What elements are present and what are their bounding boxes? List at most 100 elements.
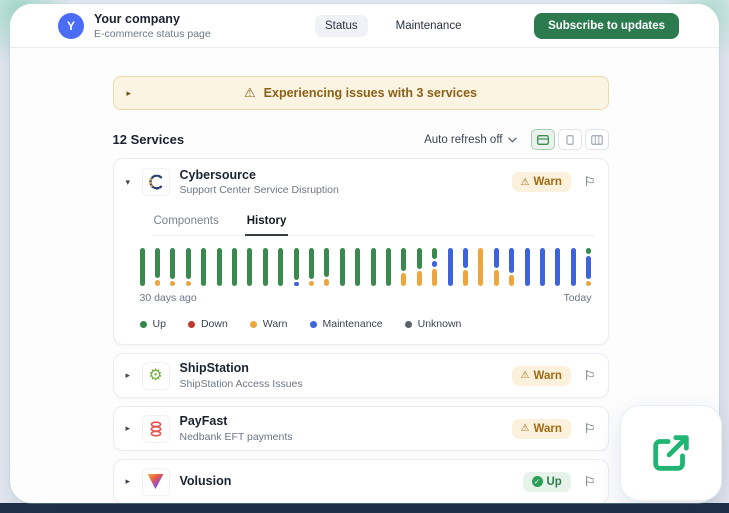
status-badge: ⚠ Warn <box>511 365 571 386</box>
history-day-bar[interactable] <box>401 248 407 286</box>
history-day-bar[interactable] <box>247 248 253 286</box>
check-circle-icon: ✓ <box>531 476 543 487</box>
page-background-strip <box>0 503 729 513</box>
chevron-down-icon <box>507 137 517 142</box>
history-day-bar[interactable] <box>570 248 576 286</box>
history-segment-up <box>308 248 314 280</box>
service-card-cybersource: ▾ Cybersource Support Center Service Dis… <box>112 158 609 345</box>
subscribe-button[interactable]: Subscribe to updates <box>534 12 679 39</box>
tab-maintenance[interactable]: Maintenance <box>395 20 462 32</box>
history-day-bar[interactable] <box>355 248 361 286</box>
tab-status[interactable]: Status <box>315 15 368 37</box>
legend-item-warn: Warn <box>249 318 288 330</box>
history-segment-up <box>432 248 438 260</box>
service-card-payfast: ▸ PayFast Nedbank EFT payments <box>112 406 609 451</box>
service-row-cybersource[interactable]: ▾ Cybersource Support Center Service Dis… <box>114 159 608 205</box>
legend-label: Maintenance <box>322 318 383 330</box>
history-day-bar[interactable] <box>139 248 145 286</box>
history-day-bar[interactable] <box>493 248 499 286</box>
legend-dot-icon <box>139 320 147 328</box>
history-day-bar[interactable] <box>509 248 515 286</box>
history-day-bar[interactable] <box>555 248 561 286</box>
history-segment-warn <box>509 274 515 286</box>
history-day-bar[interactable] <box>416 248 422 286</box>
tab-history[interactable]: History <box>244 209 289 236</box>
banner-collapse-caret-icon[interactable]: ▸ <box>126 87 132 98</box>
status-page-window: Y Your company E-commerce status page St… <box>10 4 719 503</box>
collapse-caret-icon[interactable]: ▸ <box>125 423 131 433</box>
expand-caret-icon[interactable]: ▾ <box>125 176 131 187</box>
axis-start-label: 30 days ago <box>139 292 197 304</box>
legend-item-unknown: Unknown <box>404 318 461 330</box>
open-status-page-button[interactable] <box>620 405 722 501</box>
status-badge: ✓ Up <box>522 471 571 492</box>
report-flag-icon[interactable]: ⚐ <box>583 473 596 489</box>
history-segment-up <box>416 248 422 269</box>
history-day-bar[interactable] <box>154 248 160 286</box>
report-flag-icon[interactable]: ⚐ <box>583 420 596 436</box>
history-segment-up <box>293 248 299 281</box>
history-segment-maintenance <box>524 248 530 286</box>
history-day-bar[interactable] <box>308 248 314 286</box>
history-day-bar[interactable] <box>170 248 176 286</box>
card-view-icon <box>565 134 574 145</box>
company-block: Your company E-commerce status page <box>94 12 211 40</box>
history-day-bar[interactable] <box>185 248 191 286</box>
legend-item-down: Down <box>187 318 228 330</box>
history-day-bar[interactable] <box>231 248 237 286</box>
legend-label: Warn <box>262 318 288 330</box>
history-day-bar[interactable] <box>370 248 376 286</box>
collapse-caret-icon[interactable]: ▸ <box>125 370 131 380</box>
history-day-bar[interactable] <box>339 248 345 286</box>
history-day-bar[interactable] <box>586 248 592 286</box>
history-day-bar[interactable] <box>278 248 284 286</box>
history-day-bar[interactable] <box>201 248 207 286</box>
history-segment-maintenance <box>509 248 515 273</box>
history-segment-up <box>386 248 391 286</box>
collapse-caret-icon[interactable]: ▸ <box>125 476 131 486</box>
history-day-bar[interactable] <box>293 248 299 286</box>
report-flag-icon[interactable]: ⚐ <box>583 174 596 189</box>
table-view-toggle[interactable] <box>584 129 609 150</box>
service-row-shipstation[interactable]: ▸ ⚙ ShipStation ShipStation Access Issue… <box>114 354 608 397</box>
service-description: ShipStation Access Issues <box>179 377 303 390</box>
history-day-bar[interactable] <box>478 248 484 286</box>
card-view-toggle[interactable] <box>557 129 582 150</box>
history-segment-maintenance <box>432 261 438 268</box>
history-segment-warn <box>401 272 407 286</box>
report-flag-icon[interactable]: ⚐ <box>583 367 596 383</box>
legend-label: Down <box>200 318 228 330</box>
list-view-toggle[interactable] <box>530 129 555 150</box>
tab-components[interactable]: Components <box>153 215 219 227</box>
auto-refresh-dropdown[interactable]: Auto refresh off <box>424 134 517 146</box>
history-segment-warn <box>416 270 422 286</box>
history-day-bar[interactable] <box>540 248 546 286</box>
history-day-bar[interactable] <box>432 248 438 286</box>
service-name: PayFast <box>179 414 228 429</box>
history-segment-up <box>339 248 345 286</box>
history-day-bar[interactable] <box>386 248 391 286</box>
history-segment-up <box>262 248 268 286</box>
history-day-bar[interactable] <box>324 248 330 286</box>
history-day-bar[interactable] <box>216 248 222 286</box>
history-segment-up <box>401 248 407 271</box>
warning-triangle-icon: ⚠ <box>244 85 256 100</box>
service-card-shipstation: ▸ ⚙ ShipStation ShipStation Access Issue… <box>112 353 609 398</box>
warning-triangle-icon: ⚠ <box>520 423 530 434</box>
service-name: ShipStation <box>179 361 249 376</box>
history-segment-maintenance <box>493 248 499 268</box>
issues-banner[interactable]: ▸ ⚠ Experiencing issues with 3 services <box>112 76 609 110</box>
payfast-coins-icon <box>150 420 161 437</box>
service-row-payfast[interactable]: ▸ PayFast Nedbank EFT payments <box>114 407 608 450</box>
history-segment-warn <box>493 269 499 286</box>
history-day-bar[interactable] <box>447 248 453 286</box>
header-tabs: Status Maintenance <box>315 4 471 48</box>
history-day-bar[interactable] <box>463 248 469 286</box>
history-segment-warn <box>478 248 484 286</box>
history-segment-maintenance <box>463 248 469 268</box>
history-segment-maintenance <box>293 282 299 286</box>
history-day-bar[interactable] <box>262 248 268 286</box>
header: Y Your company E-commerce status page St… <box>10 4 719 48</box>
history-day-bar[interactable] <box>524 248 530 286</box>
service-row-volusion[interactable]: ▸ Volusion ✓ Up ⚐ <box>114 460 608 503</box>
